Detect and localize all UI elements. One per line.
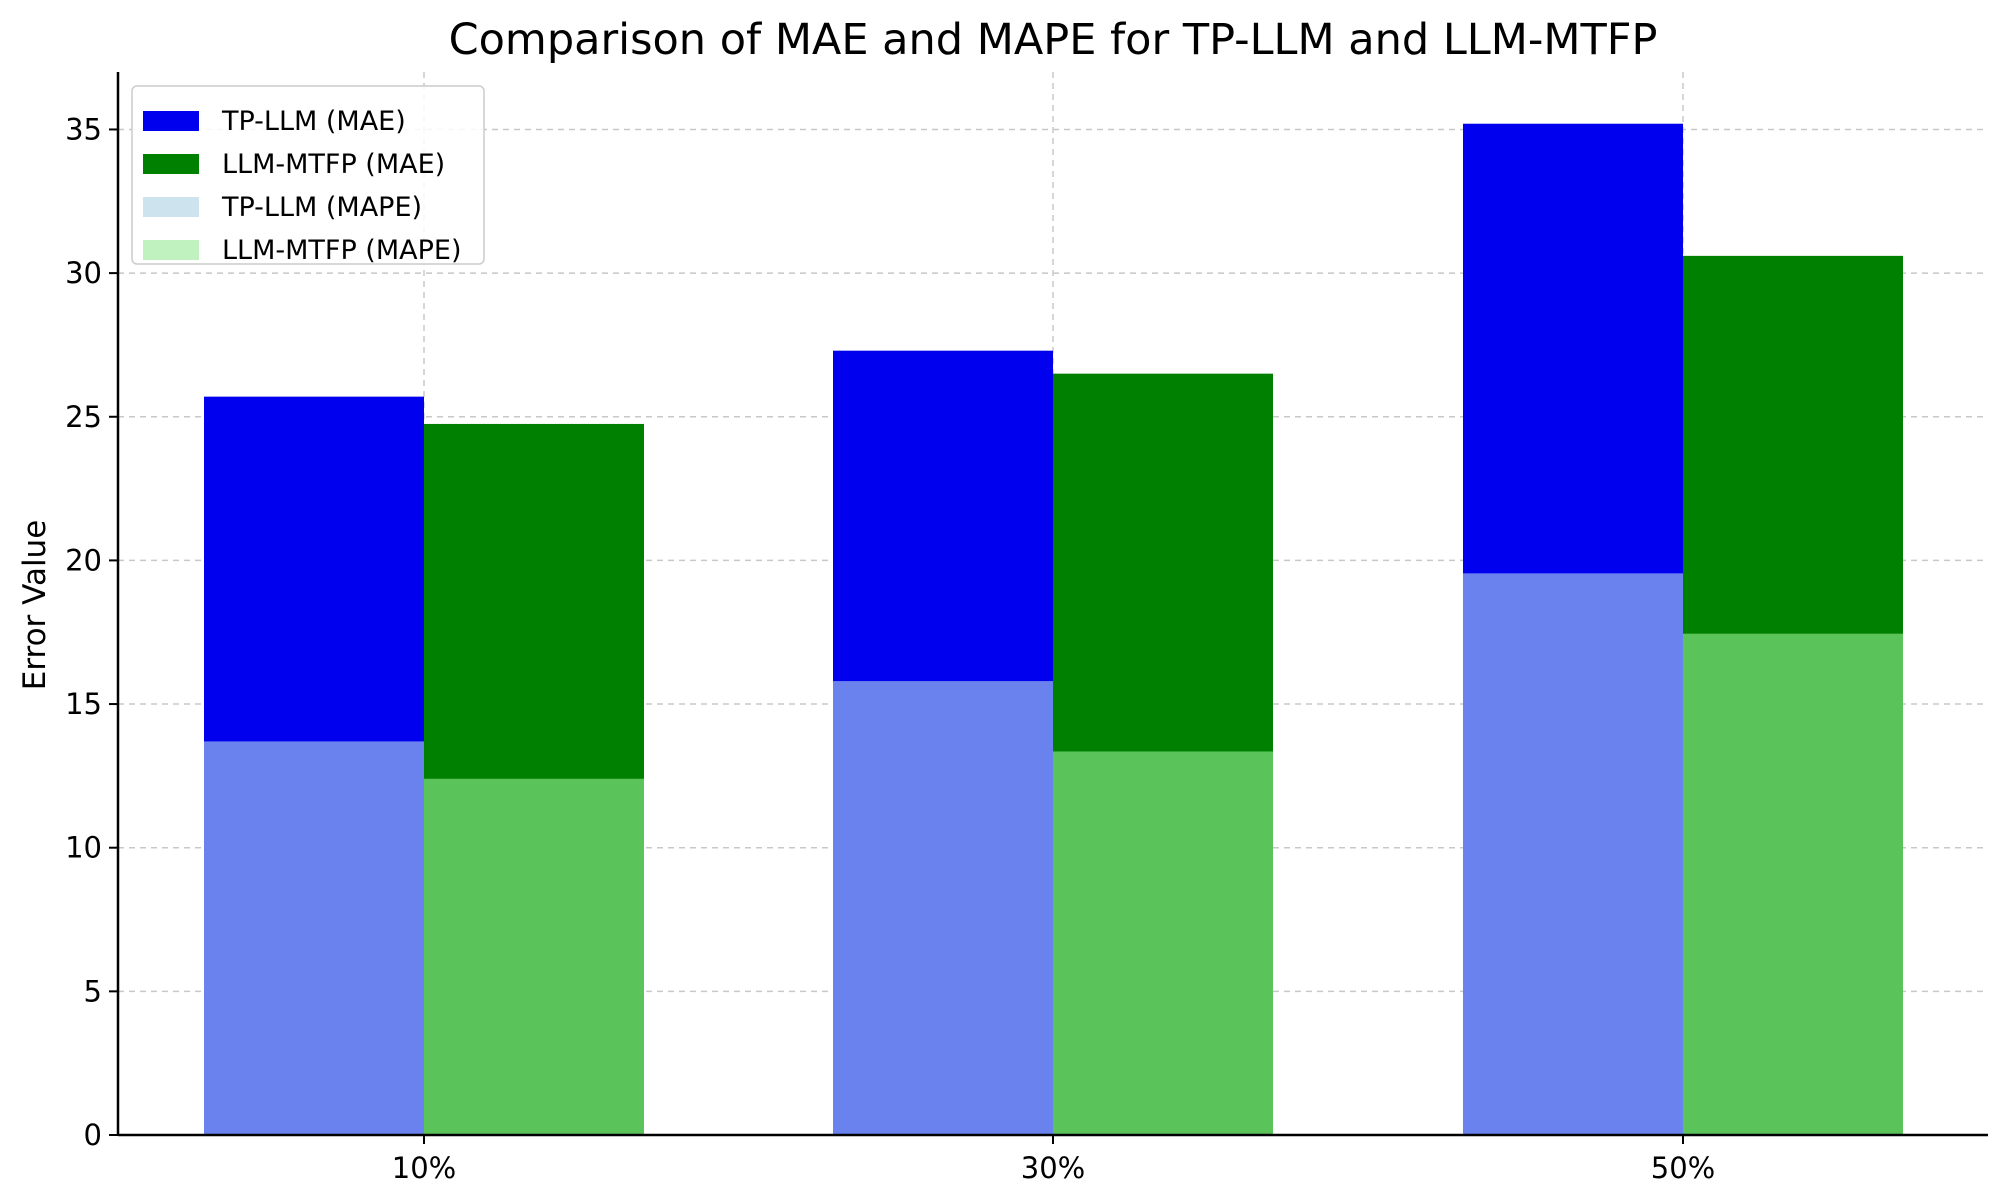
bar-tp-llm-mape — [833, 681, 1053, 1135]
legend-label: LLM-MTFP (MAE) — [222, 149, 445, 180]
y-tick-label: 5 — [84, 974, 102, 1008]
legend-swatch — [143, 240, 199, 260]
bar-llm-mtfp-mape — [1683, 633, 1903, 1135]
legend-label: TP-LLM (MAPE) — [221, 192, 422, 223]
legend-swatch — [143, 111, 199, 131]
legend: TP-LLM (MAE) LLM-MTFP (MAE) TP-LLM (MAPE) L… — [131, 85, 485, 266]
y-axis-label: Error Value — [17, 520, 53, 691]
y-tick-label: 10 — [65, 831, 102, 865]
legend-box — [131, 85, 485, 265]
axis-layer: 0 5 10 15 20 25 30 35 10% 30% 50% — [65, 72, 1988, 1185]
legend-swatch — [143, 154, 199, 174]
y-tick-label: 30 — [65, 256, 102, 290]
bar-llm-mtfp-mape — [1053, 751, 1273, 1135]
legend-label: TP-LLM (MAE) — [221, 106, 406, 137]
bar-layer — [204, 123, 1903, 1136]
y-tick-label: 35 — [65, 112, 102, 146]
y-tick-label: 0 — [84, 1118, 102, 1152]
bar-tp-llm-mape — [1463, 573, 1683, 1135]
chart-title: Comparison of MAE and MAPE for TP-LLM an… — [449, 15, 1658, 65]
x-tick-label: 30% — [1021, 1151, 1085, 1185]
y-tick-label: 20 — [65, 543, 102, 577]
bar-tp-llm-mape — [204, 741, 424, 1135]
bar-llm-mtfp-mape — [424, 778, 644, 1135]
x-tick-label: 50% — [1651, 1151, 1715, 1185]
x-tick-label: 10% — [392, 1151, 456, 1185]
y-tick-label: 15 — [65, 687, 102, 721]
legend-label: LLM-MTFP (MAPE) — [222, 235, 461, 266]
y-tick-label: 25 — [65, 400, 102, 434]
legend-swatch — [143, 197, 199, 217]
